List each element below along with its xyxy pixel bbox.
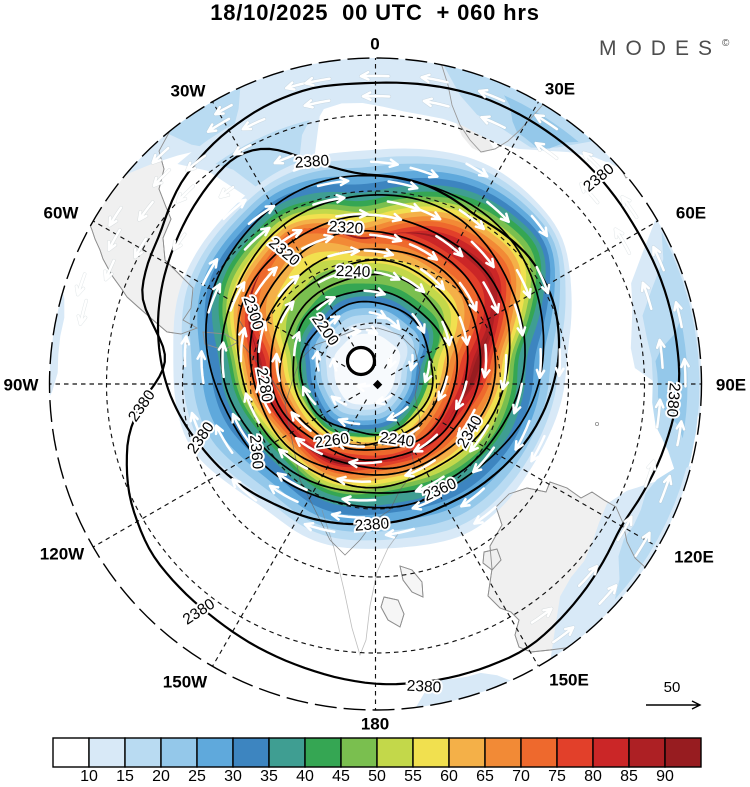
svg-text:60E: 60E [676,204,706,223]
svg-text:65: 65 [476,768,494,782]
svg-text:50: 50 [664,679,681,696]
svg-text:10: 10 [80,768,98,782]
svg-text:120W: 120W [40,545,85,564]
svg-text:2380: 2380 [294,152,330,171]
svg-text:55: 55 [404,768,422,782]
svg-text:35: 35 [260,768,278,782]
svg-text:20: 20 [152,768,170,782]
svg-text:30W: 30W [171,82,207,101]
svg-text:30: 30 [224,768,242,782]
svg-text:©: © [722,38,730,49]
svg-text:180: 180 [361,715,389,734]
svg-text:60W: 60W [44,204,80,223]
svg-text:45: 45 [332,768,350,782]
svg-text:50: 50 [368,768,386,782]
svg-text:2320: 2320 [328,218,364,237]
svg-text:120E: 120E [674,548,714,567]
svg-text:15: 15 [116,768,134,782]
svg-text:18/10/2025 00 UTC + 060 hrs: 18/10/2025 00 UTC + 060 hrs [210,0,540,25]
svg-text:0: 0 [370,35,379,54]
svg-text:80: 80 [584,768,602,782]
svg-text:MODES: MODES [599,37,721,60]
svg-text:70: 70 [512,768,530,782]
svg-text:150E: 150E [549,671,589,690]
svg-text:2380: 2380 [354,515,390,534]
svg-text:2360: 2360 [246,434,266,470]
svg-text:60: 60 [440,768,458,782]
svg-text:90W: 90W [4,376,40,395]
svg-text:75: 75 [548,768,566,782]
svg-text:30E: 30E [545,80,575,99]
svg-text:25: 25 [188,768,206,782]
svg-text:90: 90 [656,768,674,782]
svg-text:40: 40 [296,768,314,782]
svg-text:2380: 2380 [663,382,683,418]
svg-text:85: 85 [620,768,638,782]
svg-text:150W: 150W [163,673,208,692]
svg-text:2240: 2240 [335,263,370,281]
svg-text:90E: 90E [716,376,746,395]
svg-text:2380: 2380 [406,678,442,697]
